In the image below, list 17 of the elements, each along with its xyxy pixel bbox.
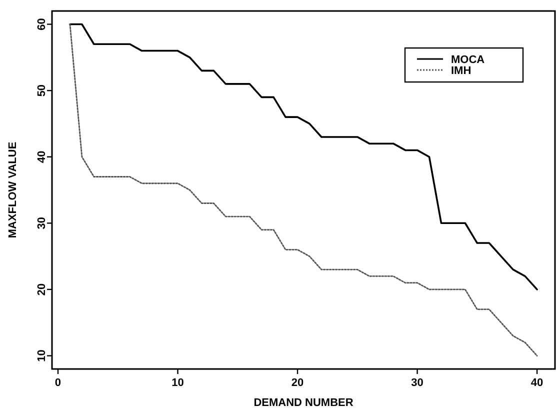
y-tick-label: 10: [36, 350, 48, 362]
x-tick-label: 40: [530, 377, 544, 389]
x-axis-title: DEMAND NUMBER: [254, 397, 354, 409]
x-tick-label: 20: [291, 377, 304, 389]
y-tick-label: 60: [36, 18, 48, 30]
legend-label: MOCA: [451, 54, 485, 66]
y-tick-label: 30: [36, 217, 48, 230]
line-series: [69, 23, 538, 290]
x-tick-label: 30: [411, 377, 424, 389]
x-tick-label: 10: [172, 377, 184, 389]
x-tick-label: 0: [54, 377, 62, 389]
legend-label: IMH: [451, 65, 472, 77]
line-series: [69, 24, 538, 356]
y-tick-label: 50: [36, 84, 48, 97]
y-axis-title: MAXFLOW VALUE: [7, 142, 19, 238]
y-tick-label: 20: [36, 283, 48, 296]
y-tick-label: 40: [36, 150, 48, 163]
